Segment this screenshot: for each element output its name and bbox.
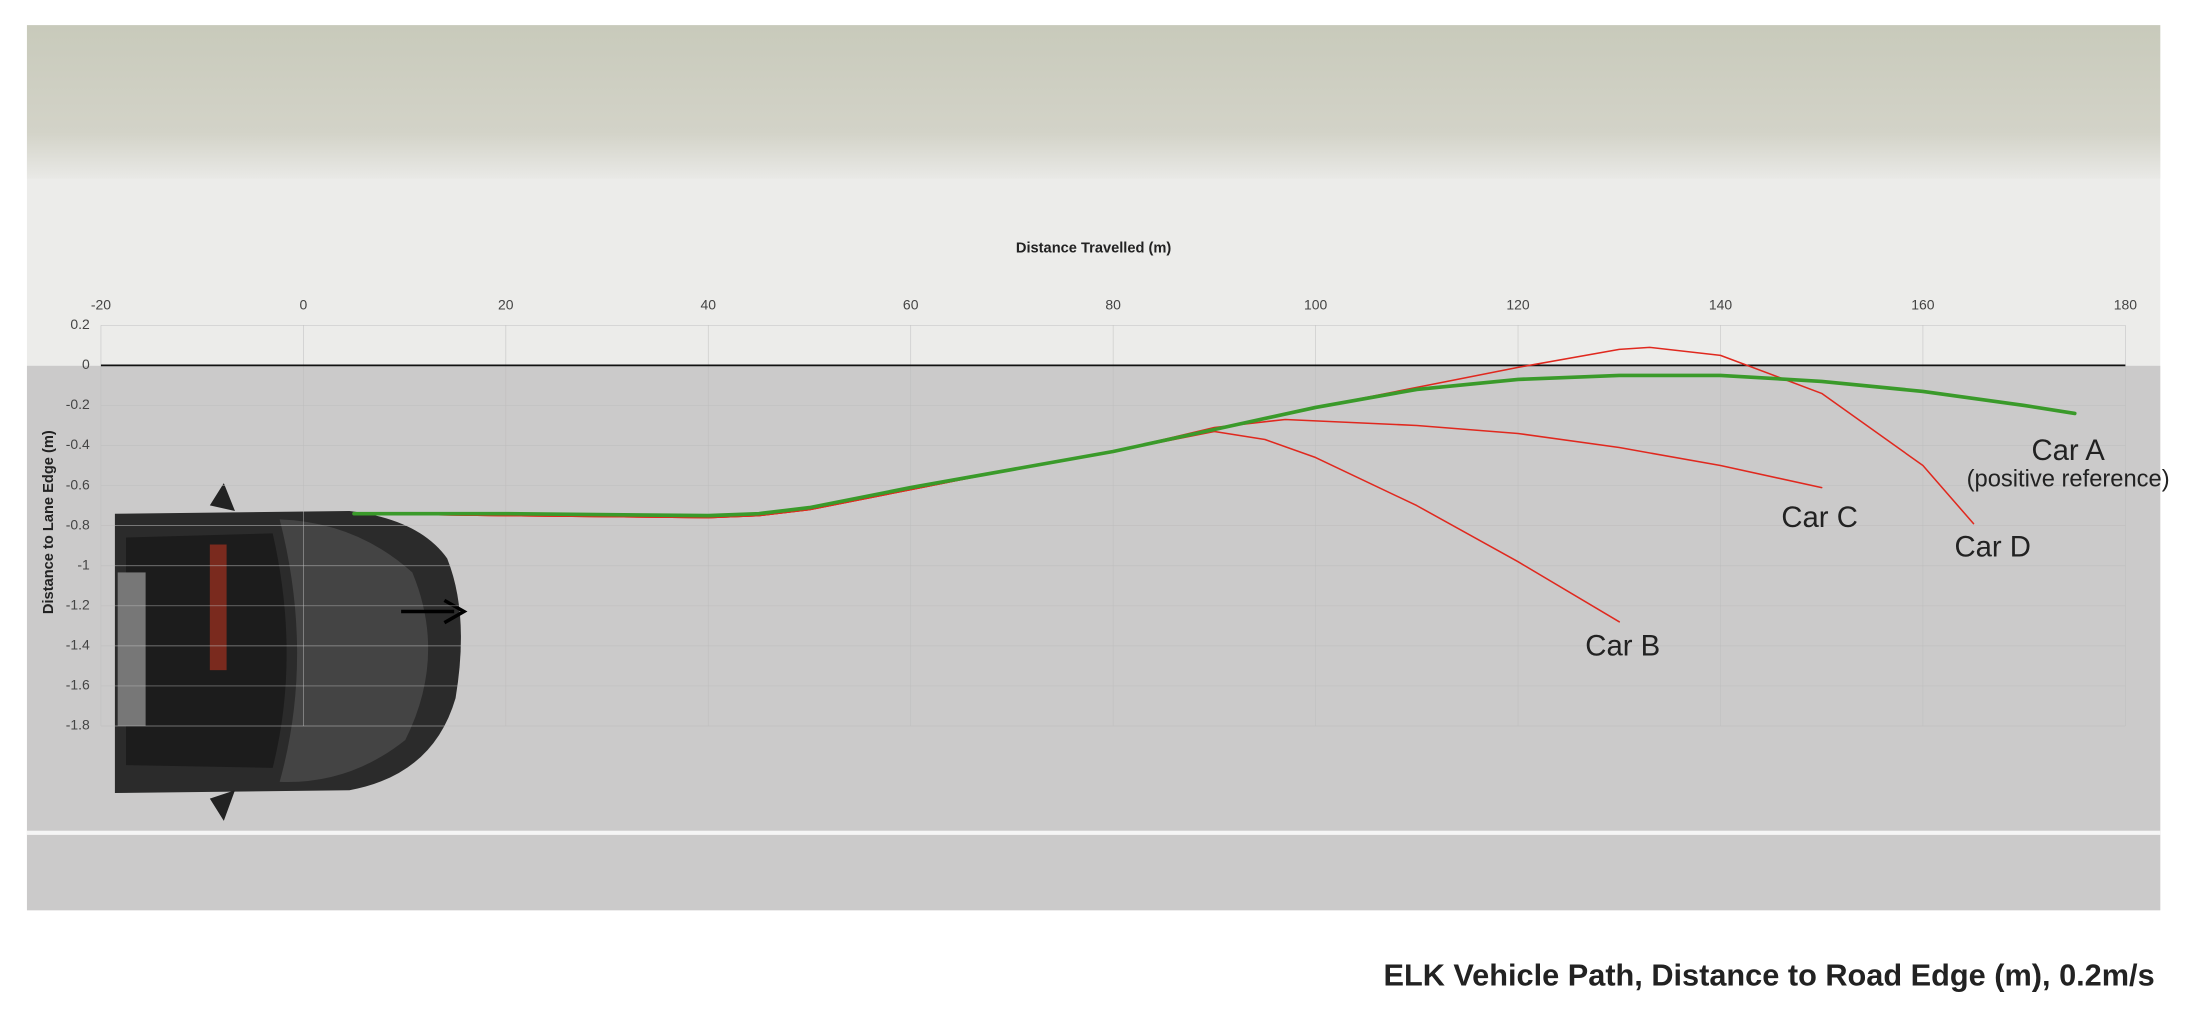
- road-marking: [26, 830, 2161, 835]
- y-tick-label: -0.2: [66, 396, 90, 412]
- y-tick-label: -1.4: [66, 637, 90, 653]
- annotation: Car D: [1954, 530, 2031, 563]
- y-tick-label: -1.6: [66, 677, 90, 693]
- x-tick-label: 20: [498, 296, 514, 312]
- x-tick-label: 180: [2114, 296, 2138, 312]
- series-line: [352, 373, 2077, 518]
- y-tick-label: -0.4: [66, 436, 90, 452]
- y-tick-label: -1.8: [66, 717, 90, 733]
- y-tick-label: -1.2: [66, 596, 90, 612]
- annotation: Car B: [1585, 630, 1660, 663]
- x-tick-label: -20: [91, 296, 111, 312]
- annotation: Car A: [2031, 434, 2105, 467]
- annotation: Car C: [1781, 501, 1858, 534]
- chart-title: ELK Vehicle Path, Distance to Road Edge …: [1383, 957, 2154, 992]
- x-tick-label: 40: [701, 296, 717, 312]
- x-tick-label: 160: [1911, 296, 1935, 312]
- x-tick-label: 100: [1304, 296, 1328, 312]
- x-tick-label: 60: [903, 296, 919, 312]
- grass: [26, 25, 2161, 179]
- x-tick-label: 120: [1506, 296, 1530, 312]
- x-tick-label: 0: [300, 296, 308, 312]
- y-tick-label: -0.8: [66, 516, 90, 532]
- x-axis-label: Distance Travelled (m): [1016, 240, 1172, 256]
- y-tick-label: 0.2: [70, 316, 90, 332]
- y-tick-label: 0: [82, 356, 90, 372]
- x-tick-label: 80: [1105, 296, 1121, 312]
- annotation: (positive reference): [1967, 467, 2170, 493]
- y-axis-label: Distance to Lane Edge (m): [41, 430, 57, 614]
- car: [114, 483, 468, 821]
- x-tick-label: 140: [1709, 296, 1733, 312]
- y-tick-label: -0.6: [66, 476, 90, 492]
- y-tick-label: -1: [77, 556, 90, 572]
